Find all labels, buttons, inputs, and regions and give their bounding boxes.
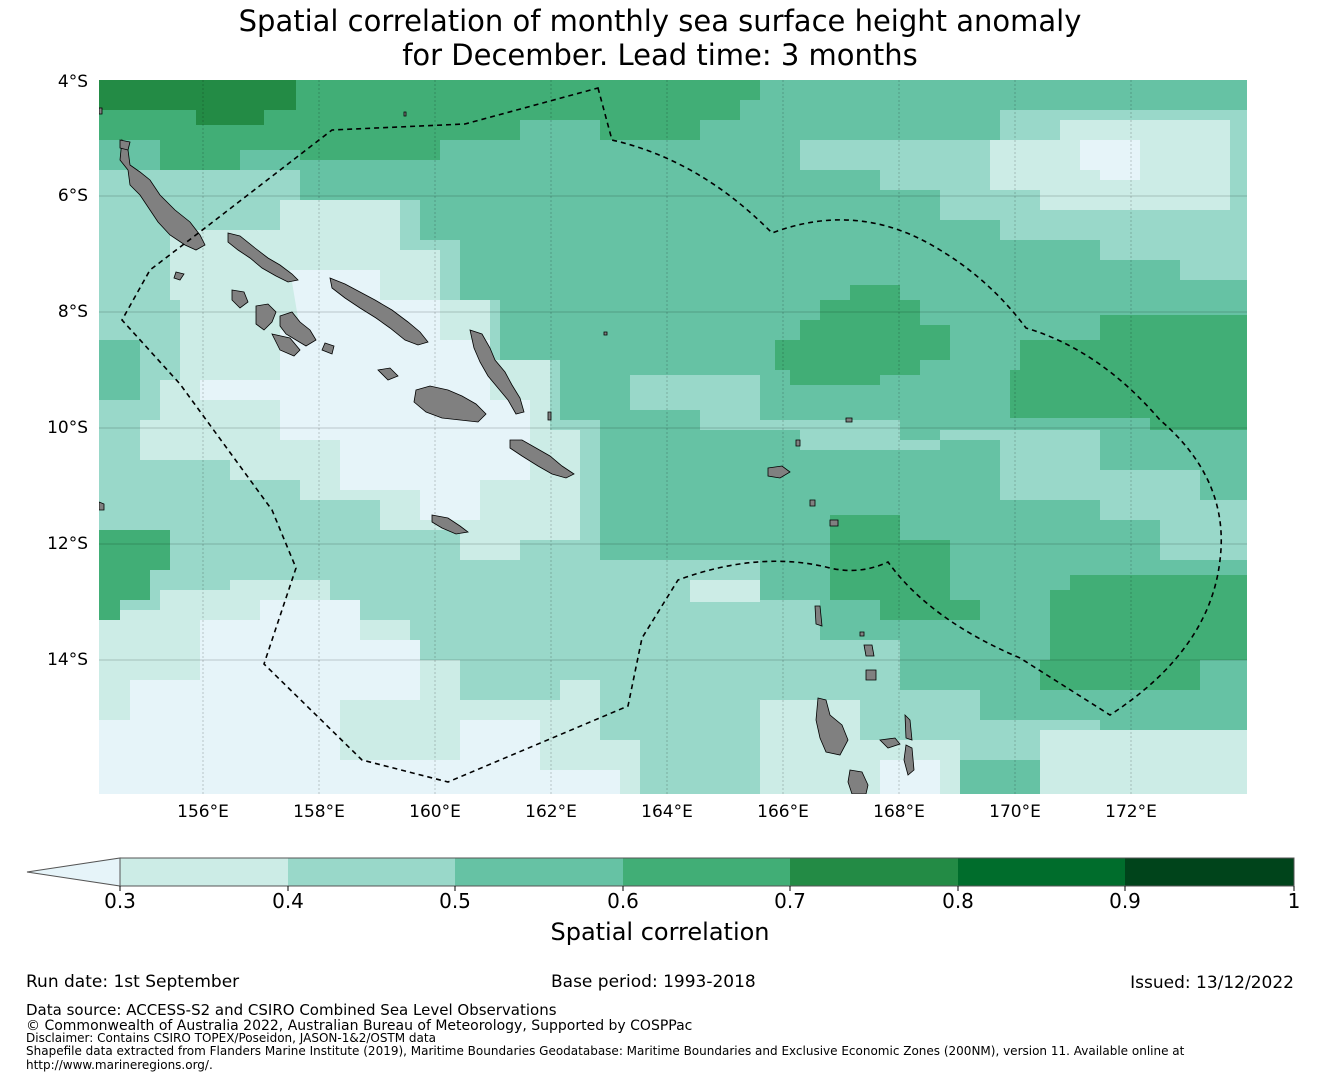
island-rendova (271, 333, 301, 357)
lon-label-166e: 166°E (757, 802, 809, 822)
lat-label-12s: 12°S (47, 534, 88, 554)
field-southwest-high (99, 530, 170, 620)
lat-label-10s: 10°S (47, 418, 88, 438)
island-maewo (904, 713, 913, 741)
field-southeast-very-low (880, 760, 940, 794)
island-shortland (173, 271, 185, 281)
field-northeast-very-low (1080, 140, 1140, 180)
field-central-high (775, 285, 950, 385)
shapefile-credit: Shapefile data extracted from Flanders M… (26, 1044, 1185, 1058)
island-tiny (403, 111, 865, 637)
copyright: © Commonwealth of Australia 2022, Austra… (26, 1018, 693, 1034)
lon-label-156e: 156°E (177, 802, 229, 822)
data-source: Data source: ACCESS-S2 and CSIRO Combine… (26, 1001, 557, 1019)
field-southeast-high (1040, 575, 1247, 690)
island-west-rim (99, 107, 105, 511)
island-florida (377, 367, 399, 381)
colorbar-under-extension (26, 857, 121, 887)
island-malakula (847, 769, 869, 794)
island-buka (119, 139, 131, 151)
island-torres (814, 605, 823, 627)
colorbar-bin-2 (455, 858, 623, 886)
lat-label-6s: 6°S (57, 186, 88, 206)
lat-label-14s: 14°S (47, 650, 88, 670)
lon-label-170e: 170°E (989, 802, 1041, 822)
colorbar-tick-0.9: 0.9 (1109, 889, 1141, 913)
colorbar-tick-1: 1 (1287, 889, 1301, 913)
correlation-map (99, 80, 1247, 794)
graticule (99, 80, 1247, 794)
island-russell (321, 342, 335, 355)
colorbar-tick-0.8: 0.8 (942, 889, 974, 913)
lon-label-160e: 160°E (409, 802, 461, 822)
island-pentecost (903, 744, 915, 776)
colorbar-bin-3 (623, 858, 790, 886)
island-santa-isabel (329, 277, 429, 346)
island-guadalcanal (413, 385, 487, 423)
island-banks-1 (863, 644, 875, 657)
field-west-high (99, 340, 140, 400)
island-espiritu-santo (815, 697, 849, 756)
field-south-central (600, 560, 1100, 794)
marineregions-url[interactable]: http://www.marineregions.org/. (26, 1058, 213, 1072)
colorbar-frame (119, 857, 1295, 887)
island-vella-lavella (231, 289, 249, 309)
issued-date: Issued: 13/12/2022 (1130, 973, 1294, 993)
colorbar-tick-0.5: 0.5 (439, 889, 471, 913)
colorbar-bin-4 (790, 858, 958, 886)
field-very-low-zone (200, 270, 530, 520)
run-date: Run date: 1st September (26, 972, 240, 992)
lon-label-158e: 158°E (293, 802, 345, 822)
title-line-2: for December. Lead time: 3 months (402, 38, 918, 72)
island-banks-2 (865, 669, 877, 681)
island-ambae (879, 737, 901, 749)
field-northwest-very-high (99, 80, 296, 125)
lon-label-168e: 168°E (873, 802, 925, 822)
colorbar-bin-0 (120, 858, 288, 886)
colorbar-label: Spatial correlation (550, 918, 770, 946)
lon-label-164e: 164°E (641, 802, 693, 822)
colorbar-bin-6 (1125, 858, 1294, 886)
lon-label-172e: 172°E (1105, 802, 1157, 822)
colorbar-bin-1 (288, 858, 455, 886)
island-malaita (469, 329, 525, 415)
title-line-1: Spatial correlation of monthly sea surfa… (238, 4, 1082, 38)
field-east-high (1010, 315, 1247, 430)
colorbar-tick-0.6: 0.6 (607, 889, 639, 913)
lon-label-162e: 162°E (525, 802, 577, 822)
colorbar-tick-0.7: 0.7 (774, 889, 806, 913)
lat-label-4s: 4°S (57, 72, 88, 92)
colorbar-tick-0.3: 0.3 (104, 889, 136, 913)
disclaimer: Disclaimer: Contains CSIRO TOPEX/Poseido… (26, 1031, 436, 1045)
base-period: Base period: 1993-2018 (551, 972, 756, 992)
land (99, 107, 915, 794)
island-choiseul (227, 232, 299, 283)
island-rennell (431, 514, 469, 535)
colorbar-tick-0.4: 0.4 (272, 889, 304, 913)
island-vanikoro (829, 519, 839, 527)
field-central-moderate (630, 375, 1247, 560)
island-makira (509, 439, 575, 479)
field-southwest-very-low (99, 600, 620, 794)
lat-label-8s: 8°S (57, 302, 88, 322)
island-bougainville (119, 138, 206, 251)
island-santa-cruz (767, 465, 791, 479)
island-new-georgia (255, 303, 277, 331)
field-south-high (830, 515, 980, 620)
island-kolombangara (279, 311, 317, 347)
colorbar-bin-5 (958, 858, 1125, 886)
eez-boundary-solomon (121, 87, 1222, 783)
